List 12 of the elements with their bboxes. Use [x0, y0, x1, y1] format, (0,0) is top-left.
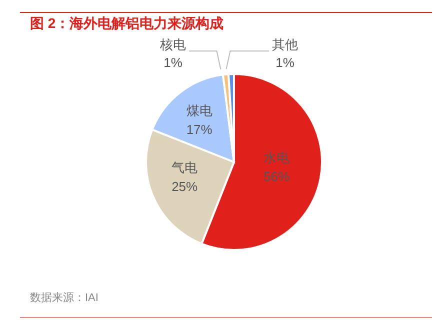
source-note: 数据来源：IAI: [30, 291, 98, 305]
data-label: 17%: [186, 122, 213, 137]
slice-label: 核电: [159, 37, 186, 52]
data-label: 56%: [264, 169, 290, 184]
data-label: 1%: [276, 55, 295, 70]
chart-title: 图 2：海外电解铝电力来源构成: [30, 15, 224, 33]
slice-label: 水电: [264, 150, 290, 166]
data-label: 1%: [164, 55, 183, 70]
slice-label: 气电: [172, 160, 198, 176]
slice-label: 其他: [272, 37, 298, 52]
slice-label: 煤电: [186, 102, 212, 118]
data-label: 25%: [172, 179, 198, 194]
